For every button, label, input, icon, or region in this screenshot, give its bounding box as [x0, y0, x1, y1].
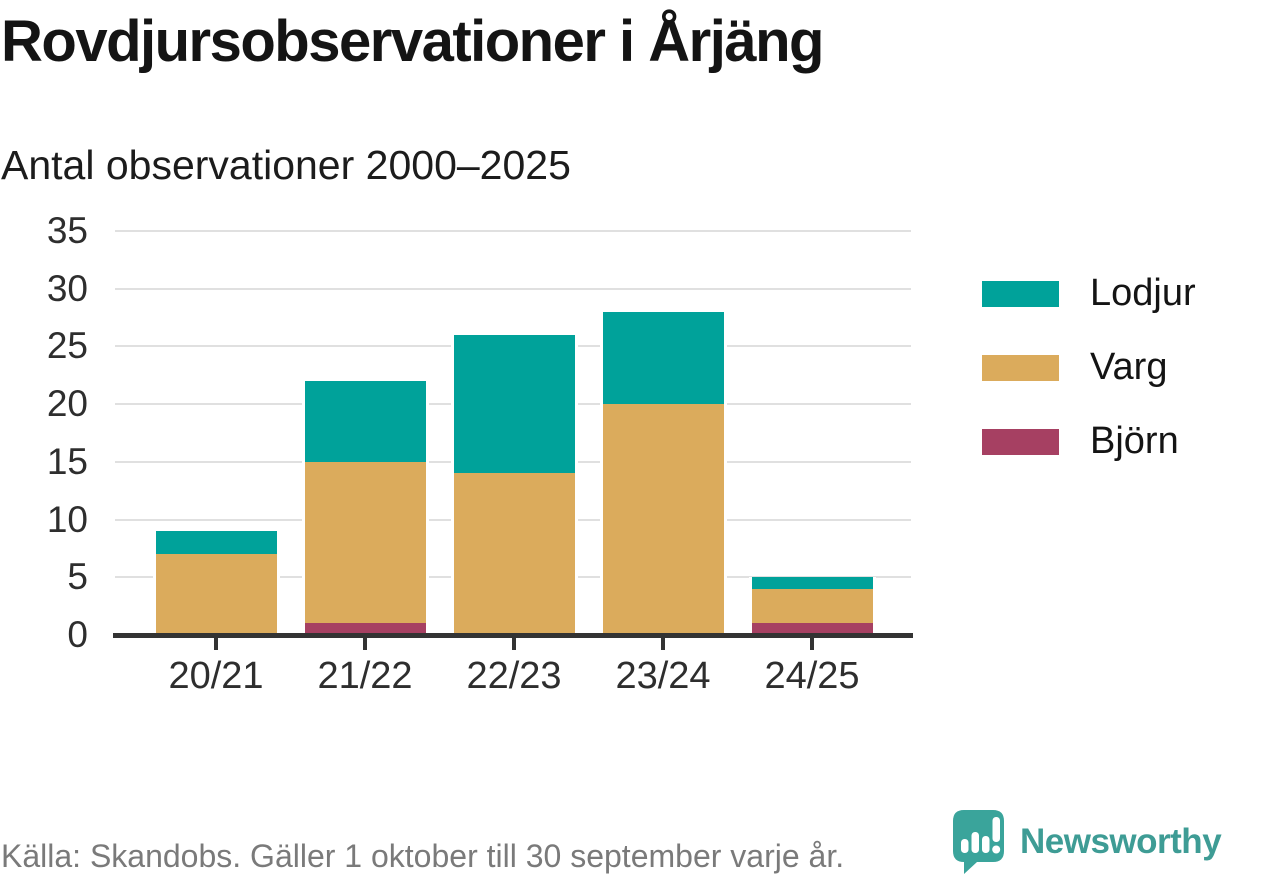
legend-label: Varg: [1090, 346, 1168, 388]
bar-segment: [152, 554, 280, 635]
newsworthy-icon: [953, 810, 1004, 874]
y-axis-label: 35: [46, 210, 88, 251]
x-tick: [810, 637, 814, 650]
bar-segment: [748, 588, 876, 624]
bar-segment: [152, 531, 280, 555]
x-axis-label: 23/24: [615, 655, 711, 697]
legend-row: Lodjur: [982, 272, 1196, 315]
x-axis-label: 21/22: [317, 655, 413, 697]
x-axis-label: 24/25: [764, 655, 860, 697]
y-axis-label: 10: [46, 498, 88, 540]
y-axis-label: 25: [46, 325, 88, 367]
bar-segment: [748, 623, 876, 635]
page-title: Rovdjursobservationer i Årjäng: [1, 9, 824, 74]
bar-segment: [301, 381, 429, 462]
x-tick: [363, 637, 367, 650]
bar-segment: [599, 404, 727, 635]
legend-swatch: [982, 280, 1059, 307]
brand-name: Newsworthy: [1020, 822, 1222, 861]
bar-segment: [748, 577, 876, 589]
gridline-35: [115, 230, 911, 232]
legend-row: Björn: [982, 420, 1196, 463]
bar-segment: [450, 334, 578, 474]
y-axis-label: 0: [67, 614, 88, 655]
x-tick: [661, 637, 665, 650]
chart-legend: Lodjur Varg Björn: [982, 272, 1196, 494]
legend-label: Björn: [1090, 420, 1179, 462]
source-note: Källa: Skandobs. Gäller 1 oktober till 3…: [1, 838, 845, 874]
y-axis-label: 15: [46, 440, 88, 482]
chart-subtitle: Antal observationer 2000–2025: [1, 142, 571, 188]
x-axis-label: 20/21: [168, 655, 264, 697]
y-axis-label: 5: [67, 556, 88, 598]
x-tick: [512, 637, 516, 650]
gridline-30: [115, 287, 911, 290]
legend-swatch: [982, 428, 1059, 455]
x-axis-label: 22/23: [466, 655, 562, 697]
x-axis-line: [113, 633, 913, 638]
legend-row: Varg: [982, 346, 1196, 389]
y-axis-label: 20: [46, 383, 88, 425]
brand-logo: Newsworthy: [950, 808, 1222, 874]
bar-segment: [450, 473, 578, 635]
bar-segment: [301, 623, 429, 635]
legend-label: Lodjur: [1090, 272, 1196, 314]
y-axis-label: 30: [46, 267, 88, 309]
bar-segment: [301, 461, 429, 624]
legend-swatch: [982, 354, 1059, 381]
x-tick: [214, 637, 218, 650]
bar-segment: [599, 311, 727, 405]
